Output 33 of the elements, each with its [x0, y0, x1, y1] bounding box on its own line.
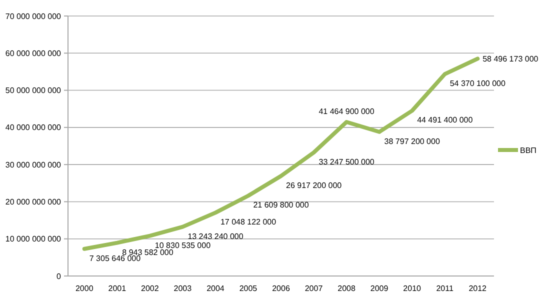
data-label: 26 917 200 000 [286, 181, 342, 190]
data-label: 13 243 240 000 [188, 232, 244, 241]
data-label: 17 048 122 000 [220, 218, 277, 227]
x-tick-label: 2003 [174, 284, 192, 293]
x-tick-label: 2007 [304, 284, 324, 293]
x-tick-label: 2009 [370, 284, 389, 293]
x-tick-label: 2002 [141, 284, 160, 293]
data-label: 38 797 200 000 [384, 136, 440, 146]
x-tick-label: 2000 [75, 284, 94, 293]
legend-label: ВВП [520, 146, 537, 155]
y-tick-label: 10 000 000 000 [5, 234, 62, 244]
x-tick-label: 2001 [108, 284, 127, 293]
data-label: 44 491 400 000 [417, 116, 474, 125]
y-tick-label: 70 000 000 000 [5, 12, 62, 21]
x-tick-label: 2011 [436, 284, 454, 293]
data-label: 41 464 900 000 [318, 106, 375, 116]
x-tick-label: 2008 [338, 284, 356, 293]
y-tick-label: 0 [56, 272, 62, 281]
x-tick-label: 2006 [272, 284, 290, 293]
x-tick-label: 2005 [239, 284, 258, 293]
y-tick-label: 30 000 000 000 [5, 160, 62, 170]
data-label: 58 496 173 000 [482, 54, 539, 64]
y-tick-label: 60 000 000 000 [5, 48, 62, 58]
data-label: 21 609 800 000 [253, 200, 310, 210]
data-label: 10 830 535 000 [154, 240, 212, 250]
y-tick-label: 40 000 000 000 [5, 123, 62, 132]
y-tick-label: 20 000 000 000 [5, 198, 62, 207]
x-tick-label: 2004 [206, 284, 225, 293]
data-label: 33 247 500 000 [318, 158, 375, 167]
x-tick-label: 2010 [403, 284, 422, 293]
x-tick-label: 2012 [468, 284, 488, 293]
data-label: 54 370 100 000 [450, 79, 506, 88]
y-tick-label: 50 000 000 000 [5, 86, 62, 96]
